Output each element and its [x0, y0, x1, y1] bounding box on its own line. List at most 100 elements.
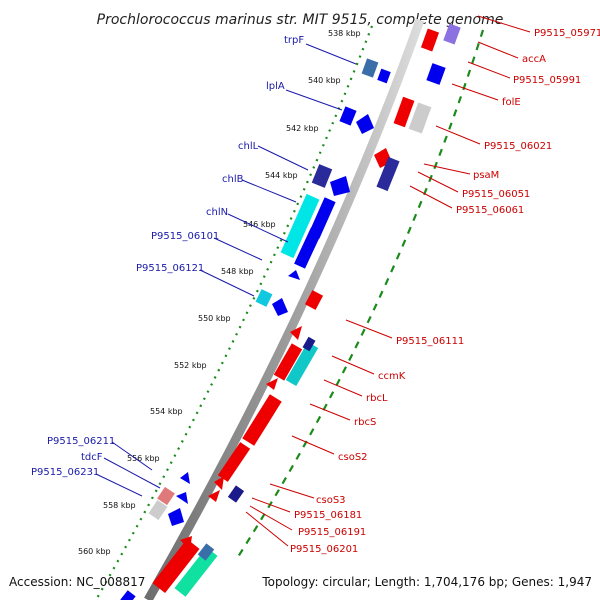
leader-line	[467, 61, 511, 79]
gene-label-trpF[interactable]: trpF	[284, 35, 304, 46]
gene-block	[152, 539, 200, 593]
gene-arrow	[214, 476, 224, 490]
leader-line	[409, 185, 453, 209]
leader-line	[257, 145, 309, 171]
gene-arrow	[290, 326, 302, 340]
gene-label-P9515_06051[interactable]: P9515_06051	[462, 189, 530, 200]
leader-line	[285, 89, 343, 111]
gene-label-rbcL[interactable]: rbcL	[366, 393, 388, 404]
leader-line	[111, 441, 153, 471]
reverse-labels: P9515_05971 accA P9515_05991 folE P9515_…	[245, 15, 600, 555]
gene-block	[408, 102, 432, 134]
gene-label-P9515_06101[interactable]: P9515_06101	[151, 231, 219, 242]
leader-line	[435, 125, 481, 145]
leader-line	[477, 41, 519, 59]
gene-arrow	[176, 492, 188, 504]
forward-labels: trpF lplA chlL chlB chlN P9515_06101 P95…	[31, 35, 357, 497]
gene-arrow	[180, 536, 192, 550]
gene-block	[217, 442, 251, 482]
gene-label-P9515_06111[interactable]: P9515_06111	[396, 336, 464, 347]
gene-label-chlB[interactable]: chlB	[222, 174, 244, 185]
kbp-tick-label: 540 kbp	[308, 76, 341, 85]
gene-label-P9515_06121[interactable]: P9515_06121	[136, 263, 204, 274]
topology-label: Topology: circular; Length: 1,704,176 bp…	[261, 575, 592, 589]
gene-label-csoS3[interactable]: csoS3	[316, 495, 346, 506]
leader-line	[251, 497, 291, 513]
gene-block	[443, 23, 461, 45]
gene-label-P9515_06061[interactable]: P9515_06061	[456, 205, 524, 216]
gene-label-csoS2[interactable]: csoS2	[338, 452, 368, 463]
inner-guide-line	[95, 25, 374, 600]
leader-line	[245, 511, 289, 547]
gene-label-P9515_06201[interactable]: P9515_06201	[290, 544, 358, 555]
gene-label-ccmK[interactable]: ccmK	[378, 371, 406, 382]
leader-line	[451, 83, 499, 101]
map-title: Prochlorococcus marinus str. MIT 9515, c…	[97, 12, 504, 28]
gene-block	[308, 197, 336, 239]
kbp-tick-label: 550 kbp	[198, 314, 231, 323]
gene-block	[361, 58, 379, 78]
kbp-tick-label: 556 kbp	[127, 454, 160, 463]
kbp-tick-label: 542 kbp	[286, 124, 319, 133]
gene-label-rbcS[interactable]: rbcS	[354, 417, 376, 428]
gene-label-chlL[interactable]: chlL	[238, 141, 259, 152]
accession-label: Accession: NC_008817	[9, 575, 145, 589]
gene-block	[339, 106, 357, 126]
kbp-tick-label: 558 kbp	[103, 501, 136, 510]
gene-label-P9515_06021[interactable]: P9515_06021	[484, 141, 552, 152]
gene-block	[420, 28, 440, 52]
leader-line	[199, 269, 255, 297]
leader-line	[323, 379, 363, 397]
gene-arrow	[356, 114, 374, 134]
kbp-tick-label: 548 kbp	[221, 267, 254, 276]
gene-label-chlN[interactable]: chlN	[206, 207, 228, 218]
kbp-tick-label: 552 kbp	[174, 361, 207, 370]
gene-block	[280, 193, 320, 259]
gene-arrow	[208, 490, 220, 502]
leader-line	[305, 43, 357, 65]
gene-block	[255, 289, 273, 307]
kbp-tick-label: 538 kbp	[328, 29, 361, 38]
gene-block	[197, 543, 215, 561]
gene-block	[304, 290, 324, 310]
gene-block	[285, 341, 319, 387]
gene-block	[242, 394, 282, 446]
gene-label-P9515_06231[interactable]: P9515_06231	[31, 467, 99, 478]
gene-block	[174, 547, 218, 597]
gene-block	[157, 486, 175, 506]
gene-label-P9515_06211[interactable]: P9515_06211	[47, 436, 115, 447]
gene-label-P9515_05991[interactable]: P9515_05991	[513, 75, 581, 86]
leader-line	[417, 171, 459, 193]
gene-label-P9515_06191[interactable]: P9515_06191	[298, 527, 366, 538]
leader-line	[249, 505, 293, 531]
gene-label-accA[interactable]: accA	[522, 54, 546, 65]
outer-guide-line	[235, 29, 485, 561]
gene-block	[227, 485, 245, 503]
kbp-tick-label: 554 kbp	[150, 407, 183, 416]
gene-label-P9515_05971[interactable]: P9515_05971	[534, 28, 600, 39]
leader-line	[95, 473, 143, 497]
gene-label-lplA[interactable]: lplA	[266, 81, 285, 92]
leader-line	[309, 403, 351, 421]
leader-line	[345, 319, 393, 339]
gene-block	[426, 63, 446, 85]
gene-label-folE[interactable]: folE	[502, 97, 521, 108]
leader-line	[331, 355, 375, 375]
leader-line	[291, 435, 335, 455]
gene-label-tdcF[interactable]: tdcF	[81, 452, 103, 463]
gene-label-psaM[interactable]: psaM	[473, 170, 499, 181]
reverse-features	[152, 23, 461, 597]
kbp-tick-label: 560 kbp	[78, 547, 111, 556]
gene-label-P9515_06181[interactable]: P9515_06181	[294, 510, 362, 521]
kbp-ticks: 538 kbp 540 kbp 542 kbp 544 kbp 546 kbp …	[78, 29, 361, 556]
gene-arrow	[288, 270, 300, 280]
leader-line	[213, 237, 263, 261]
gene-block	[311, 164, 333, 188]
gene-block	[294, 227, 322, 269]
leader-line	[241, 179, 297, 203]
gene-block	[148, 500, 168, 520]
gene-block	[302, 336, 316, 352]
leader-line	[269, 483, 315, 499]
